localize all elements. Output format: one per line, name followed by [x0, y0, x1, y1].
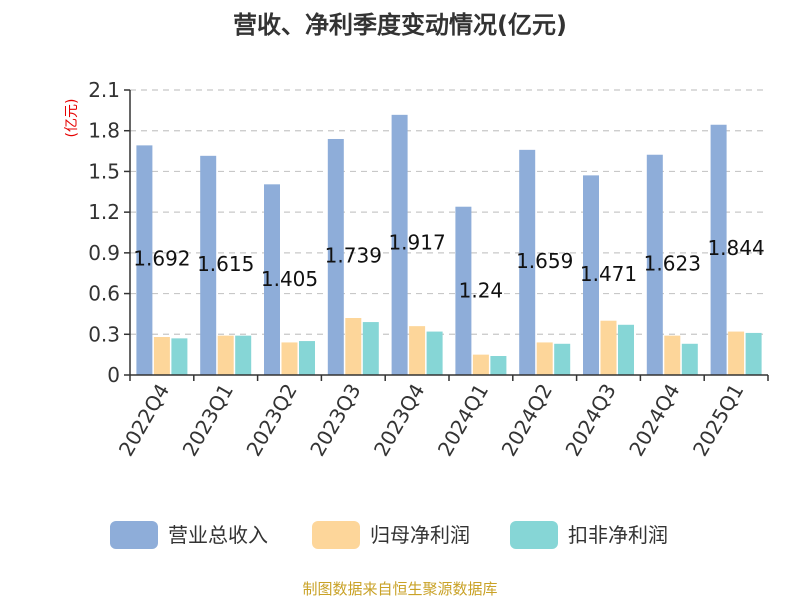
- bar[interactable]: [426, 331, 443, 375]
- bar[interactable]: [281, 342, 298, 375]
- bar[interactable]: [536, 342, 553, 375]
- x-tick-label: 2023Q1: [178, 380, 238, 461]
- y-tick-label: 0.6: [88, 282, 120, 306]
- legend-label: 营业总收入: [168, 523, 268, 547]
- legend-item[interactable]: 营业总收入: [110, 521, 268, 549]
- x-tick-label: 2024Q3: [560, 380, 620, 461]
- legend-label: 扣非净利润: [568, 523, 668, 547]
- data-label: 1.917: [388, 231, 445, 255]
- x-tick-label: 2025Q1: [688, 380, 748, 461]
- data-label: 1.692: [133, 247, 190, 271]
- x-tick-label: 2022Q4: [114, 380, 174, 461]
- y-tick-label: 2.1: [88, 78, 120, 102]
- bar[interactable]: [327, 138, 344, 375]
- bar[interactable]: [299, 341, 315, 375]
- bar[interactable]: [728, 331, 745, 375]
- bar[interactable]: [455, 206, 472, 375]
- legend-swatch: [110, 521, 158, 549]
- bar[interactable]: [664, 335, 681, 375]
- data-label: 1.659: [516, 249, 573, 273]
- y-tick-label: 0.3: [88, 322, 120, 346]
- bar[interactable]: [600, 320, 617, 375]
- x-tick-label: 2023Q3: [305, 380, 365, 461]
- bar[interactable]: [490, 356, 507, 375]
- data-label: 1.405: [261, 267, 318, 291]
- bar[interactable]: [264, 184, 280, 375]
- bars: [136, 114, 762, 375]
- bar[interactable]: [391, 114, 408, 375]
- data-label: 1.615: [197, 252, 254, 276]
- y-tick-label: 1.8: [88, 119, 120, 143]
- legend-swatch: [510, 521, 558, 549]
- x-tick-label: 2024Q1: [433, 380, 493, 461]
- y-ticks: 0 0.3 0.6 0.9 1.2 1.5 1.8 2.1: [88, 78, 130, 387]
- x-ticks: 2022Q4 2023Q1 2023Q2 2023Q3 2023Q4 2024Q1 2024…: [114, 375, 769, 461]
- bar[interactable]: [136, 145, 153, 375]
- bar[interactable]: [345, 318, 362, 375]
- data-label: 1.471: [580, 262, 637, 286]
- y-tick-label: 1.5: [88, 159, 120, 183]
- data-label: 1.623: [644, 251, 701, 275]
- data-label: 1.739: [325, 243, 382, 267]
- x-tick-label: 2024Q4: [624, 380, 684, 461]
- data-label: 1.24: [459, 278, 504, 302]
- y-tick-label: 0: [107, 363, 120, 387]
- bar[interactable]: [153, 337, 170, 375]
- bar[interactable]: [681, 343, 698, 375]
- bar[interactable]: [583, 175, 599, 375]
- bar[interactable]: [745, 332, 762, 375]
- bar[interactable]: [710, 124, 727, 375]
- bar[interactable]: [519, 149, 536, 375]
- x-tick-label: 2024Q2: [497, 380, 557, 461]
- x-tick-label: 2023Q4: [369, 380, 429, 461]
- y-tick-label: 0.9: [88, 241, 120, 265]
- y-axis-label: (亿元): [64, 99, 80, 138]
- bar[interactable]: [217, 335, 234, 375]
- data-label: 1.844: [707, 236, 764, 260]
- legend-swatch: [312, 521, 360, 549]
- bar[interactable]: [171, 338, 188, 375]
- bar[interactable]: [362, 322, 379, 375]
- bar[interactable]: [200, 155, 217, 375]
- legend-item[interactable]: 归母净利润: [312, 521, 470, 549]
- source-note: 制图数据来自恒生聚源数据库: [302, 580, 497, 598]
- bar[interactable]: [618, 324, 634, 375]
- legend-label: 归母净利润: [370, 523, 470, 547]
- y-tick-label: 1.2: [88, 200, 120, 224]
- legend[interactable]: 营业总收入 归母净利润 扣非净利润: [110, 521, 668, 549]
- grid-lines: [130, 89, 768, 335]
- bar[interactable]: [646, 154, 663, 375]
- x-tick-label: 2023Q2: [241, 380, 301, 461]
- legend-item[interactable]: 扣非净利润: [510, 521, 668, 549]
- axes: [129, 90, 768, 376]
- bar[interactable]: [554, 343, 571, 375]
- bar[interactable]: [235, 335, 252, 375]
- bar[interactable]: [409, 326, 426, 375]
- bar[interactable]: [472, 354, 489, 375]
- chart-title: 营收、净利季度变动情况(亿元): [233, 11, 567, 39]
